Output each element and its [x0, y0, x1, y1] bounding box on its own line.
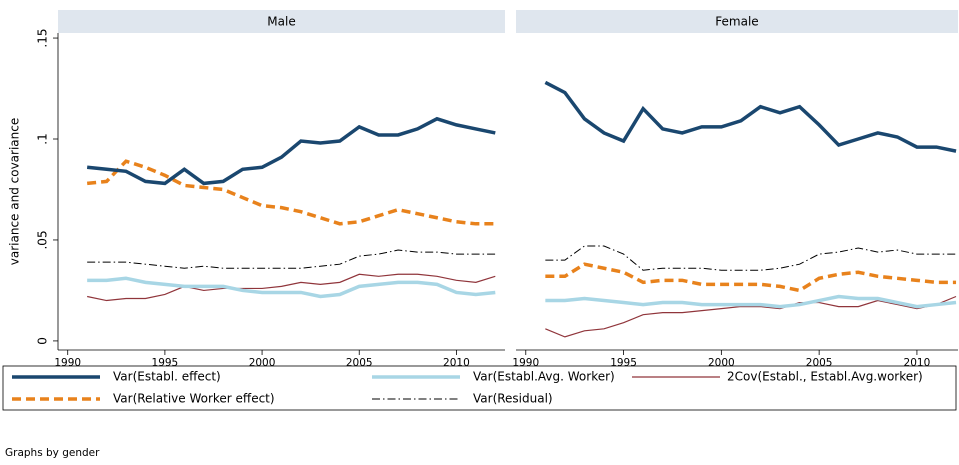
x-tick-label: 2010 — [443, 357, 470, 369]
y-tick-label: .1 — [36, 133, 50, 144]
x-tick-label: 1990 — [54, 357, 81, 369]
panel-title: Female — [715, 15, 758, 29]
x-tick-label: 1995 — [610, 357, 637, 369]
x-tick-label: 2005 — [806, 357, 833, 369]
y-axis-label: variance and covariance — [8, 118, 22, 265]
x-tick-label: 2010 — [904, 357, 931, 369]
series-line — [545, 294, 957, 309]
series-line — [87, 276, 496, 299]
legend-label: Var(Relative Worker effect) — [113, 392, 275, 406]
series-line — [87, 273, 496, 302]
y-tick-label: .05 — [36, 230, 50, 249]
series-line — [86, 159, 496, 226]
series-line — [544, 80, 957, 153]
series-line — [545, 245, 957, 271]
x-tick-label: 2000 — [249, 357, 276, 369]
x-tick-label: 2000 — [708, 357, 735, 369]
series-line — [545, 295, 957, 338]
legend-label: Var(Residual) — [473, 392, 553, 406]
legend-label: Var(Establ. effect) — [113, 370, 221, 384]
legend-box — [2, 365, 957, 411]
panel-header — [58, 10, 505, 33]
note: Graphs by gender — [5, 447, 100, 459]
legend-label: Var(Establ.Avg. Worker) — [473, 370, 615, 384]
series-line — [545, 262, 957, 293]
y-tick-label: .15 — [36, 29, 50, 48]
x-tick-label: 2005 — [346, 357, 373, 369]
panel-title: Male — [267, 15, 295, 29]
y-tick-label: 0 — [36, 337, 50, 345]
x-tick-label: 1990 — [512, 357, 539, 369]
panel-header — [516, 10, 958, 33]
x-tick-label: 1995 — [152, 357, 179, 369]
series-line — [86, 116, 496, 186]
legend-label: 2Cov(Establ., Establ.Avg.worker) — [727, 370, 923, 384]
series-line — [87, 249, 496, 269]
